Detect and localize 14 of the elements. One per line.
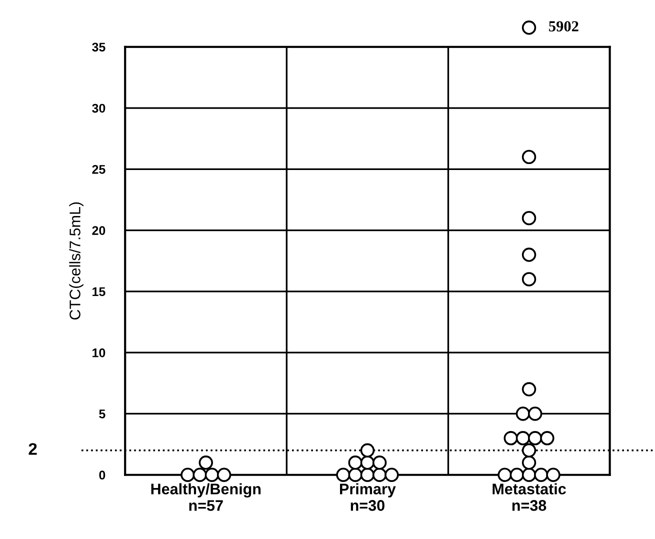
x-tick-label: Primary n=30 — [340, 483, 396, 511]
x-tick-label: Healthy/Benign n=57 — [151, 483, 261, 511]
y-tick-label: 0 — [99, 470, 106, 480]
y-tick-label: 20 — [92, 226, 106, 235]
y-tick-label: 30 — [92, 104, 106, 113]
y-tick-label: 15 — [92, 287, 106, 296]
x-tick-label: Metastatic n=38 — [492, 483, 566, 511]
text: 5902 — [549, 21, 578, 32]
y-tick-label: 35 — [92, 42, 106, 52]
ref-line-label: 2 — [28, 443, 37, 455]
y-tick-label: 25 — [92, 164, 106, 174]
y-axis-title: CTC(cells/7.5mL) — [69, 202, 84, 320]
y-tick-label: 5 — [99, 410, 106, 418]
y-tick-label: 10 — [92, 348, 106, 358]
